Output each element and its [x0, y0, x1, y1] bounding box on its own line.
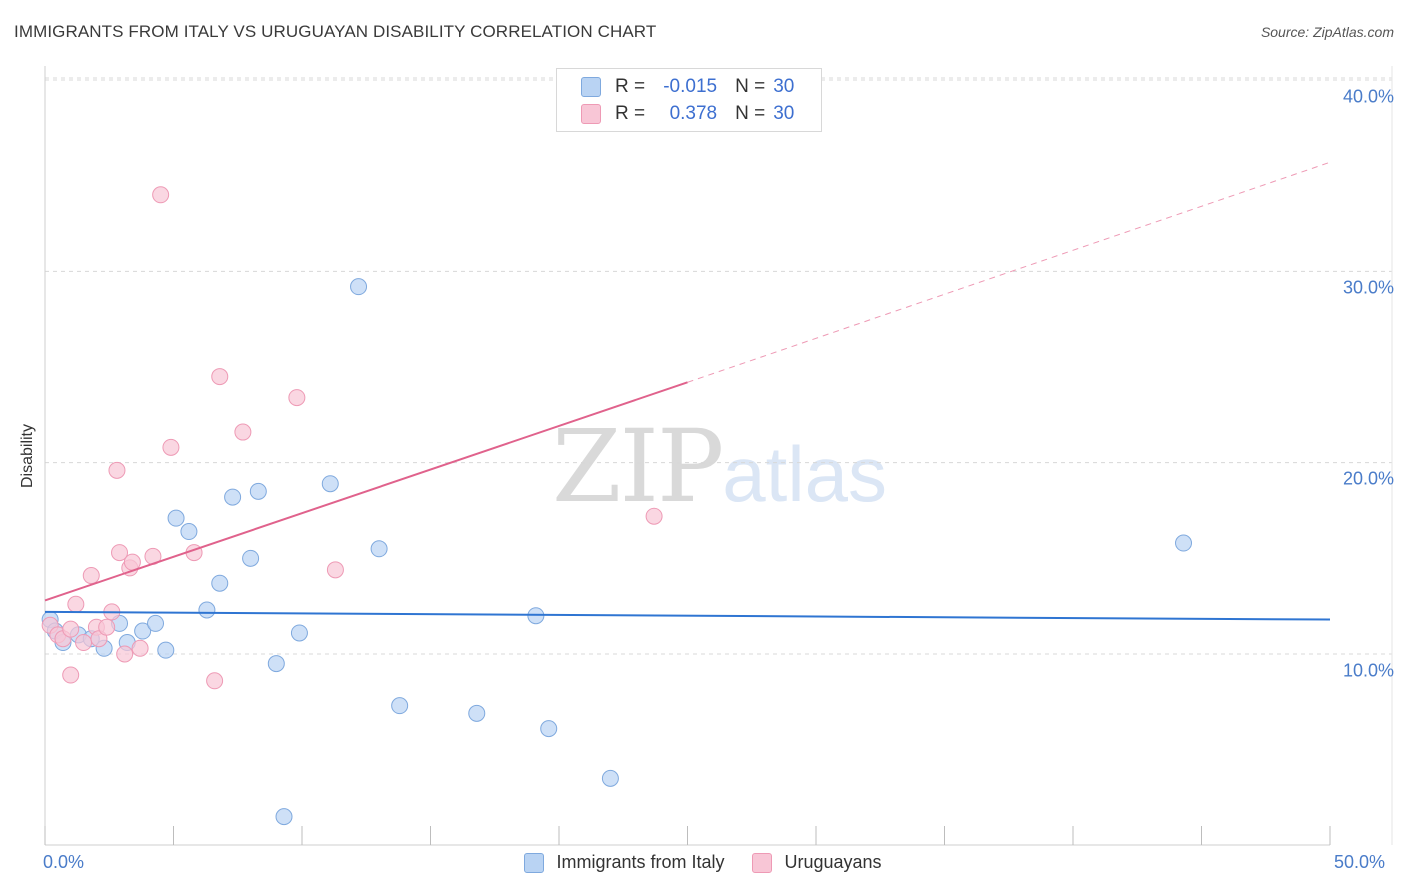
stats-row-uruguayans: R = 0.378 N = 30	[581, 102, 794, 126]
uruguayan-point	[98, 618, 116, 636]
italy-point	[180, 523, 198, 541]
italy-point	[540, 720, 558, 738]
stats-n-label: N =	[735, 103, 766, 124]
italy-point	[321, 475, 339, 493]
uruguayan-point	[645, 507, 663, 525]
italy-point	[290, 624, 308, 642]
axis-layer	[44, 66, 1393, 846]
stats-r-label: R =	[615, 76, 646, 97]
watermark-zip: ZIP	[552, 408, 724, 525]
italy-point	[242, 549, 260, 567]
italy-point	[1175, 534, 1193, 552]
source-label: Source: ZipAtlas.com	[1260, 24, 1394, 40]
y-tick-label-20: 20.0%	[1342, 468, 1394, 489]
legend-label-italy: Immigrants from Italy	[556, 852, 725, 872]
uruguayan-point	[131, 639, 149, 657]
point-layer	[41, 186, 1193, 826]
uruguayan-point	[82, 567, 100, 585]
x-tick-label-min: 0.0%	[43, 852, 85, 872]
legend-swatch-uruguayans	[752, 852, 773, 873]
stats-r-label: R =	[615, 103, 646, 124]
stats-swatch-italy	[581, 77, 601, 97]
uruguayan-point	[288, 389, 306, 407]
legend: Immigrants from Italy Uruguayans	[0, 852, 1406, 873]
uruguayan-point	[123, 553, 141, 571]
watermark-atlas: atlas	[722, 430, 888, 518]
italy-point	[167, 509, 185, 527]
stats-n-value: 30	[773, 103, 795, 124]
stats-n-value: 30	[773, 76, 795, 97]
stats-box: R = -0.015 N = 30 R = 0.378 N = 30	[556, 68, 822, 132]
legend-label-uruguayans: Uruguayans	[784, 852, 882, 872]
italy-point	[601, 769, 619, 787]
italy-point	[157, 641, 175, 659]
legend-item-italy[interactable]: Immigrants from Italy	[524, 852, 724, 873]
y-tick-label-40: 40.0%	[1342, 86, 1394, 107]
italy-point	[147, 614, 165, 632]
uruguayan-point	[234, 423, 252, 441]
trend-layer	[44, 161, 1331, 621]
italy-point	[468, 704, 486, 722]
legend-swatch-italy	[524, 852, 545, 873]
uruguayan-point	[211, 368, 229, 386]
stats-n-label: N =	[735, 76, 766, 97]
watermark: ZIPatlas	[552, 408, 887, 525]
stats-r-value: -0.015	[663, 76, 718, 97]
uruguayan-point	[116, 645, 134, 663]
y-tick-label-10: 10.0%	[1342, 660, 1394, 681]
uruguayan-point	[62, 666, 80, 684]
italy-point	[198, 601, 216, 619]
stats-r-value: 0.378	[669, 103, 718, 124]
y-tick-label-30: 30.0%	[1342, 277, 1394, 298]
stats-row-italy: R = -0.015 N = 30	[581, 75, 794, 99]
italy-point	[249, 482, 267, 500]
italy-point	[134, 622, 152, 640]
uruguayan-point	[152, 186, 170, 204]
chart-title: IMMIGRANTS FROM ITALY VS URUGUAYAN DISAB…	[14, 22, 657, 41]
uruguayan-point	[67, 595, 85, 613]
italy-point	[224, 488, 242, 506]
uruguayan-trend-line	[44, 381, 688, 602]
stats-swatch-uruguayans	[581, 104, 601, 124]
uruguayan-point	[108, 461, 126, 479]
uruguayan-point	[326, 561, 344, 579]
legend-item-uruguayans[interactable]: Uruguayans	[752, 852, 882, 873]
italy-point	[370, 540, 388, 558]
uruguayan-point	[111, 544, 129, 562]
italy-point	[275, 808, 293, 826]
italy-trend-line	[44, 610, 1331, 621]
uruguayan-point	[75, 634, 93, 652]
italy-point	[211, 574, 229, 592]
uruguayan-point	[162, 438, 180, 456]
grid-layer	[45, 77, 1392, 655]
uruguayan-trend-extension	[687, 161, 1331, 383]
uruguayan-point	[62, 620, 80, 638]
uruguayan-point	[206, 672, 224, 690]
italy-point	[350, 278, 368, 296]
italy-point	[267, 655, 285, 673]
italy-point	[391, 697, 409, 715]
x-tick-label-max: 50.0%	[1334, 852, 1386, 872]
